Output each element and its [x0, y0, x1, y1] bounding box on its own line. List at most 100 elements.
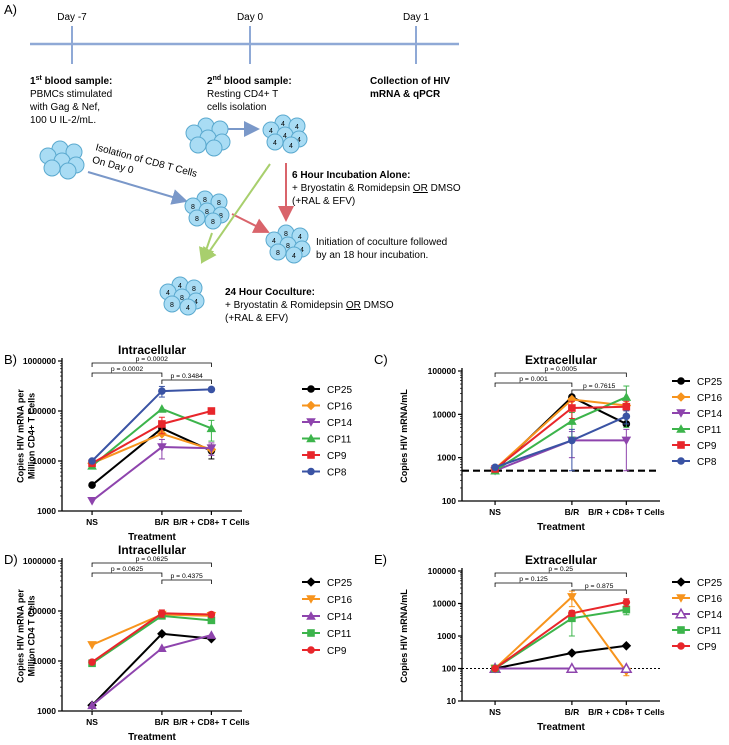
incubation-line1: + Bryostatin & Romidepsin OR DMSO: [292, 183, 461, 194]
data-point: [568, 609, 576, 618]
data-point: [622, 598, 631, 606]
data-point: [622, 402, 631, 411]
bracket-label: p = 0.0002: [111, 366, 144, 373]
legend-entry: CP16: [302, 400, 352, 413]
legend-label: CP16: [327, 595, 352, 606]
legend-entry: CP14: [672, 607, 722, 621]
significance-bracket: p = 0.875: [571, 583, 627, 594]
schematic-panel-a: A) Day -7 Day 0 Day 1 1st blood sample: …: [4, 2, 461, 324]
cell-label: 8: [203, 197, 207, 204]
data-point: [621, 436, 632, 446]
coculture24-title: 24 Hour Coculture:: [225, 287, 315, 298]
bracket-label: p = 0.875: [585, 583, 614, 590]
cell-label: 4: [297, 137, 301, 144]
chart-panel-d: D) Intracellular 1000 10000 100000 1000000 NS B…: [4, 543, 352, 743]
cell-label: 8: [286, 243, 290, 250]
cell-label: 4: [289, 143, 293, 150]
cell-label: 8: [211, 219, 215, 226]
chart-panel-c: C) Extracellular 100 1000 10000 100000 NS B/R B/…: [374, 352, 722, 533]
x-axis-title: Treatment: [128, 732, 176, 743]
coculture24-line1-post: DMSO: [361, 300, 394, 311]
data-point: [157, 443, 167, 452]
data-point: [206, 630, 217, 639]
cell: [269, 243, 287, 261]
chart-title: Extracellular: [525, 353, 597, 367]
sample2-line: cells isolation: [207, 102, 266, 113]
legend-label: CP14: [697, 610, 722, 621]
sample1-title: 1st blood sample:: [30, 75, 112, 87]
data-point: [88, 658, 96, 666]
legend-swatch-marker: [307, 451, 315, 459]
legend-label: CP11: [697, 425, 722, 436]
arrow-cd8-to-coculture: [231, 213, 270, 233]
coculture24-line2: (+RAL & EFV): [225, 313, 288, 324]
y-axis-title: Copies HIV mRNA per Million CD4+ T Cells: [16, 389, 37, 483]
x-tick-label: B/R + CD8+ T Cells: [173, 517, 250, 527]
cell: [43, 159, 61, 177]
data-point: [568, 614, 576, 623]
bracket-line: [494, 372, 627, 377]
cell-label: 4: [166, 290, 170, 297]
significance-bracket: p = 0.125: [494, 576, 573, 587]
legend-swatch-marker: [307, 646, 315, 654]
cell-label: 4: [295, 124, 299, 131]
cluster-pbmc-day0: [185, 117, 231, 157]
legend-entry: CP9: [672, 642, 717, 653]
legend-entry: CP25: [302, 385, 352, 396]
y-tick-label: 10000: [32, 656, 56, 666]
legend-swatch-marker: [677, 441, 685, 449]
bracket-label: p = 0.4375: [170, 573, 203, 580]
significance-bracket: p = 0.001: [494, 376, 573, 387]
legend-label: CP14: [697, 409, 722, 420]
cell: [179, 298, 197, 316]
bracket-label: p = 0.7615: [583, 383, 616, 390]
legend-entry: CP25: [672, 577, 722, 589]
panel-label: D): [4, 552, 18, 567]
data-point: [567, 394, 577, 405]
cell: [188, 209, 206, 227]
data-point: [567, 593, 577, 602]
series-cp8: [491, 410, 631, 472]
series-cp25: [87, 628, 217, 711]
legend-label: CP8: [327, 468, 347, 479]
sample1-title-number: 1: [30, 76, 36, 87]
chart-panel-b: B) Intracellular 1000 10000 100000 1000000 NS B…: [4, 343, 352, 543]
legend-label: CP16: [697, 594, 722, 605]
cell: [285, 246, 303, 264]
legend-swatch-marker: [676, 392, 686, 402]
legend-swatch-marker: [306, 418, 316, 427]
bracket-label: p = 0.125: [519, 576, 548, 583]
legend-entry: CP11: [672, 424, 722, 436]
legend-swatch-marker: [677, 642, 685, 650]
sample2-title-sup: nd: [213, 75, 222, 82]
legend-label: CP14: [327, 612, 352, 623]
panel-label: E): [374, 552, 387, 567]
series-cp11: [490, 385, 632, 475]
legend-label: CP25: [697, 578, 722, 589]
legend-entry: CP14: [302, 418, 352, 429]
data-point: [88, 481, 96, 489]
coculture-init-line: Initiation of coculture followed: [316, 237, 447, 248]
bracket-line: [91, 562, 212, 567]
x-tick-label: NS: [489, 507, 501, 517]
coculture24-line1-or: OR: [346, 300, 361, 311]
series-line: [494, 415, 627, 469]
data-point: [157, 404, 167, 413]
cell: [189, 136, 207, 154]
y-axis-title: Copies HIV mRNA per Million CD4 T Cells: [16, 589, 37, 683]
x-axis-title: Treatment: [537, 722, 585, 733]
cell-label: 4: [300, 247, 304, 254]
legend-label: CP9: [697, 642, 717, 653]
legend-entry: CP16: [672, 594, 722, 605]
y-tick-label: 1000000: [23, 356, 56, 366]
arrow-cd8-to-24h: [199, 232, 215, 264]
x-tick-label: B/R: [565, 507, 580, 517]
legend-swatch-marker: [676, 577, 686, 587]
legend-label: CP8: [697, 457, 717, 468]
cell-label: 4: [269, 128, 273, 135]
legend-entry: CP14: [302, 611, 352, 623]
sample1-title-sup: st: [36, 75, 43, 82]
legend-entry: CP11: [672, 626, 722, 637]
cell-label: 8: [217, 200, 221, 207]
